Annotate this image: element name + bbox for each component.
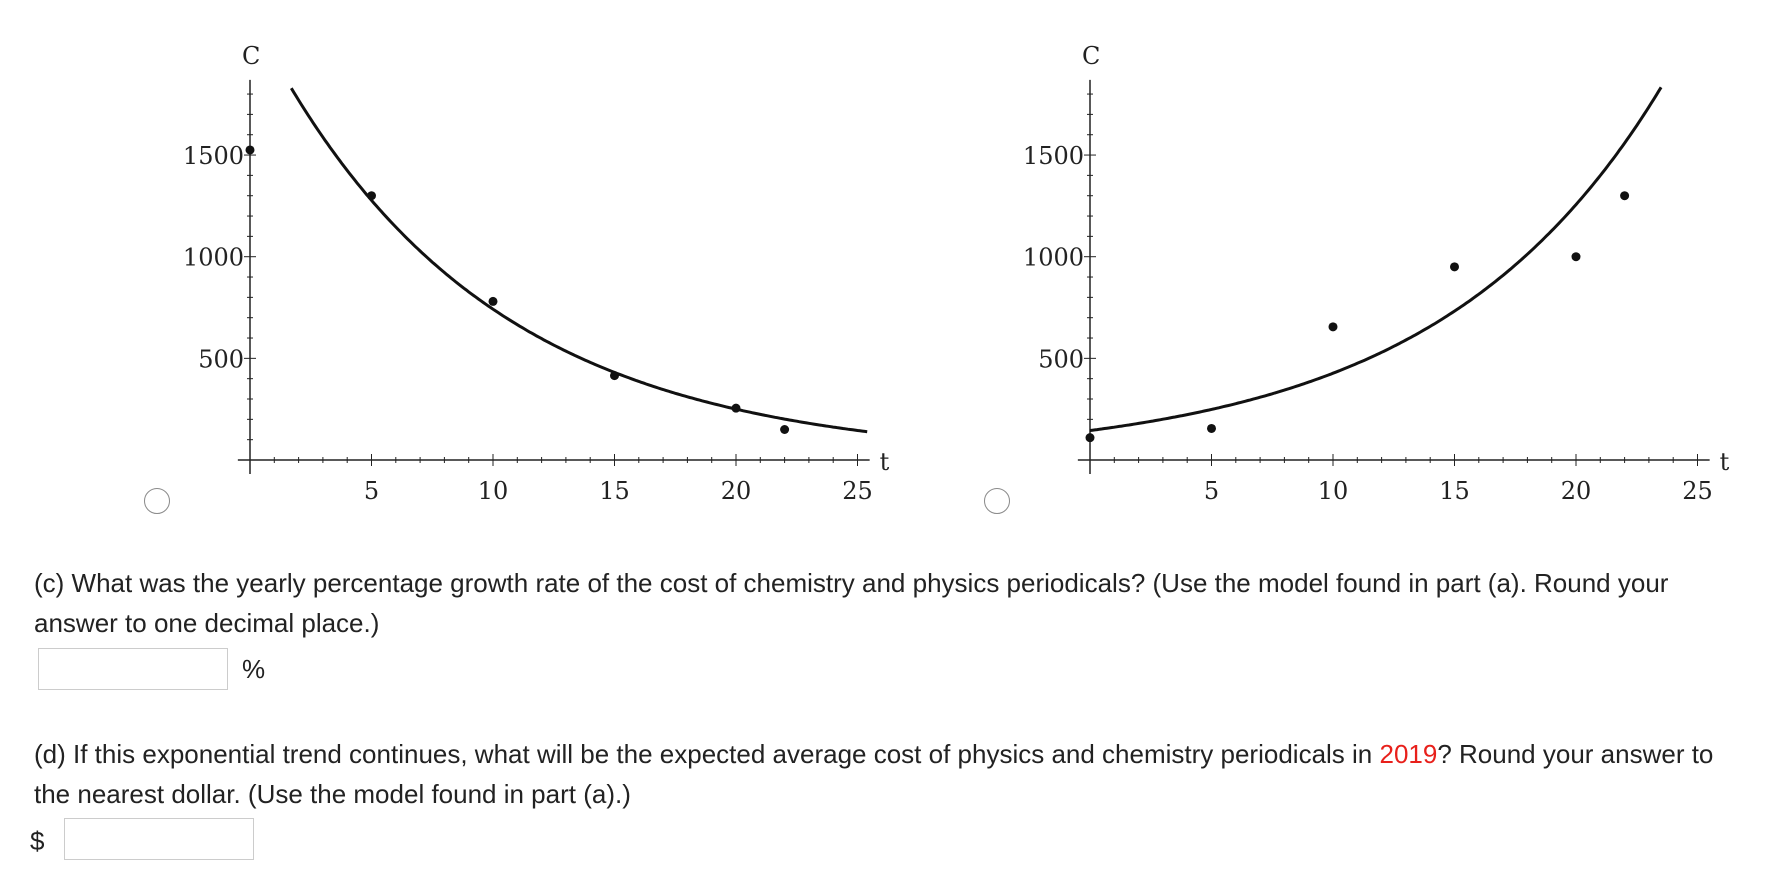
model-curve bbox=[1089, 86, 1663, 432]
y-axis-label: C bbox=[1082, 42, 1100, 70]
x-tick-label: 25 bbox=[842, 477, 873, 505]
y-tick-label: 1500 bbox=[183, 142, 244, 170]
y-axis-label: C bbox=[242, 42, 260, 70]
option-1-chart: 5 10 15 20 25 500 1000 1500 t C bbox=[183, 42, 890, 505]
growth-rate-input[interactable] bbox=[38, 648, 228, 690]
data-point bbox=[367, 191, 376, 201]
data-point bbox=[1571, 252, 1581, 262]
x-tick-label: 20 bbox=[1561, 477, 1592, 505]
question-part-c: (c) What was the yearly percentage growt… bbox=[34, 568, 1669, 638]
data-point bbox=[245, 145, 255, 155]
model-curve bbox=[290, 87, 868, 434]
y-tick-label: 500 bbox=[1038, 345, 1084, 373]
x-tick-label: 25 bbox=[1682, 477, 1713, 505]
data-point bbox=[1450, 262, 1459, 272]
y-tick-label: 500 bbox=[198, 345, 244, 373]
option-2-chart: 5 10 15 20 25 500 1000 1500 t C bbox=[1023, 42, 1730, 505]
question-part-d: (d) If this exponential trend continues,… bbox=[34, 734, 1754, 814]
percent-unit: % bbox=[242, 654, 266, 684]
x-tick-label: 20 bbox=[721, 477, 752, 505]
data-point bbox=[731, 403, 741, 413]
data-point bbox=[1328, 322, 1338, 332]
x-tick-label: 5 bbox=[364, 477, 379, 505]
option-2-radio[interactable] bbox=[984, 488, 1010, 514]
x-tick-label: 10 bbox=[1318, 477, 1349, 505]
option-1-radio[interactable] bbox=[144, 488, 170, 514]
question-d-year: 2019 bbox=[1379, 739, 1438, 769]
y-tick-label: 1500 bbox=[1023, 142, 1084, 170]
data-point bbox=[1207, 423, 1216, 433]
y-tick-label: 1000 bbox=[183, 244, 244, 272]
data-point bbox=[488, 296, 498, 306]
data-point bbox=[1620, 191, 1630, 201]
x-tick-label: 15 bbox=[1439, 477, 1470, 505]
answer-option-1: 5 10 15 20 25 500 1000 1500 t C bbox=[0, 0, 890, 520]
y-tick-label: 1000 bbox=[1023, 244, 1084, 272]
question-d-text-after: ? Round your answer to the nearest dolla… bbox=[34, 739, 1714, 809]
data-point bbox=[780, 425, 790, 435]
x-tick-label: 5 bbox=[1204, 477, 1219, 505]
question-d-text-before: (d) If this exponential trend continues,… bbox=[34, 739, 1380, 769]
dollar-unit: $ bbox=[30, 826, 45, 856]
x-axis-label: t bbox=[880, 448, 890, 476]
expected-cost-input[interactable] bbox=[64, 818, 254, 860]
x-tick-label: 15 bbox=[599, 477, 630, 505]
x-tick-label: 10 bbox=[478, 477, 509, 505]
answer-option-2: 5 10 15 20 25 500 1000 1500 t C bbox=[860, 0, 1789, 520]
data-point bbox=[610, 371, 619, 381]
data-point bbox=[1085, 433, 1095, 443]
x-axis-label: t bbox=[1720, 448, 1730, 476]
